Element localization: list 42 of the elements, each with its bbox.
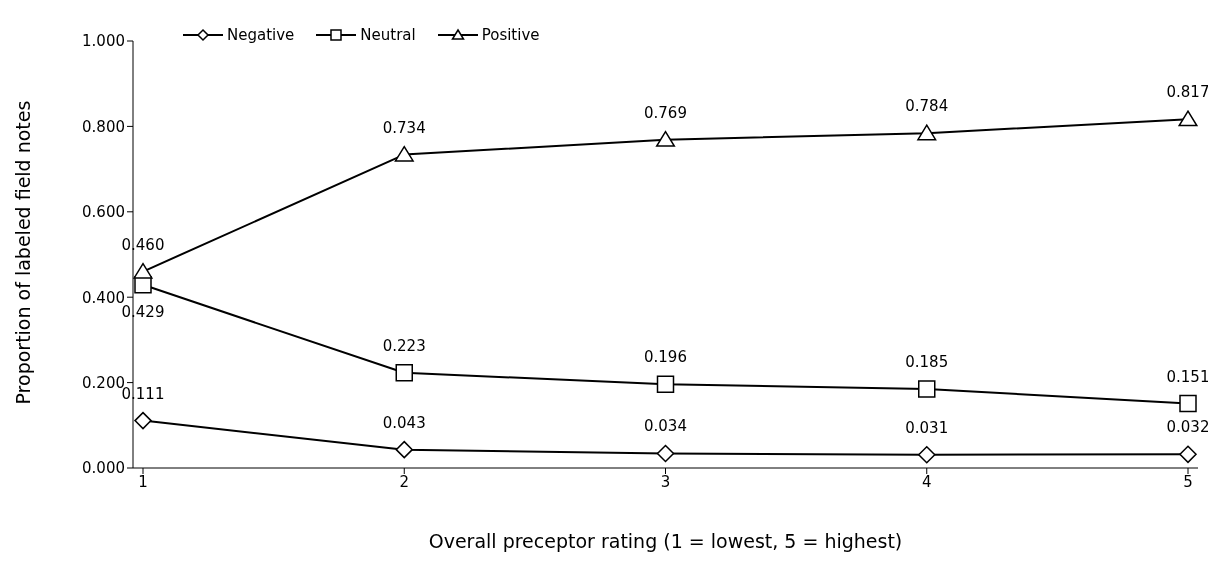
- point: [1178, 110, 1198, 127]
- y-tick-label: 1.000: [82, 32, 125, 51]
- y-tick-label: 0.800: [82, 117, 125, 136]
- x-tick-label: 2: [399, 472, 410, 491]
- legend-label: Neutral: [360, 26, 416, 44]
- data-label: 0.460: [121, 235, 165, 254]
- point: [917, 124, 937, 141]
- y-tick-label: 0.000: [82, 459, 125, 478]
- data-label: 0.223: [382, 336, 426, 355]
- y-axis-title: Proportion of labeled field notes: [11, 100, 34, 405]
- x-tick-label: 5: [1183, 472, 1193, 491]
- legend-label: Negative: [227, 26, 295, 44]
- point: [1179, 445, 1197, 464]
- data-label: 0.032: [1166, 418, 1210, 437]
- data-label: 0.769: [644, 103, 687, 122]
- x-tick-label: 4: [921, 472, 932, 491]
- x-tick-label: 1: [138, 472, 148, 491]
- point: [655, 130, 676, 147]
- data-label: 0.734: [382, 118, 426, 137]
- data-label: 0.031: [905, 418, 949, 437]
- data-label: 0.151: [1166, 367, 1210, 386]
- data-label: 0.784: [905, 97, 949, 116]
- data-label: 0.817: [1166, 83, 1210, 102]
- y-tick-label: 0.600: [82, 203, 125, 222]
- point: [656, 444, 675, 463]
- point: [656, 375, 675, 394]
- point: [395, 440, 413, 459]
- data-label: 0.429: [121, 302, 165, 321]
- data-label: 0.043: [382, 413, 426, 432]
- x-axis-title: Overall preceptor rating (1 = lowest, 5 = highest): [428, 530, 903, 552]
- point: [134, 411, 152, 430]
- point: [394, 145, 414, 162]
- legend-label: Positive: [481, 26, 540, 44]
- point: [918, 380, 936, 398]
- data-label: 0.185: [905, 353, 949, 372]
- point: [918, 446, 936, 464]
- data-label: 0.034: [644, 417, 687, 436]
- point: [395, 364, 413, 382]
- data-label: 0.196: [644, 348, 687, 367]
- x-tick-label: 3: [660, 472, 671, 491]
- point: [133, 262, 153, 279]
- point: [1179, 394, 1197, 413]
